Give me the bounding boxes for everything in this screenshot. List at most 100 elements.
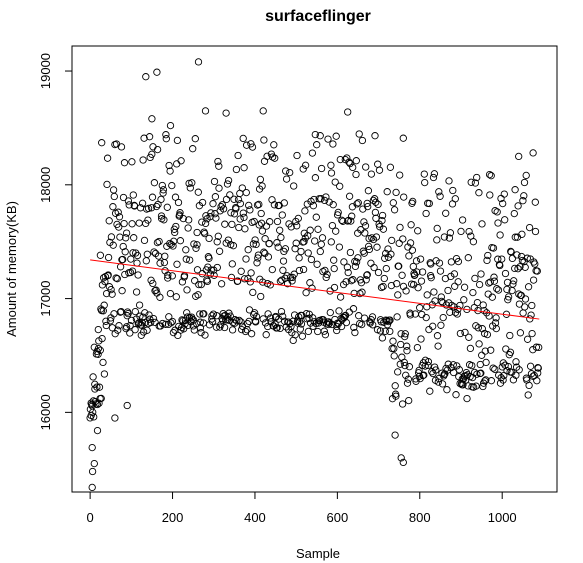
data-point: [463, 394, 471, 403]
data-point: [210, 177, 219, 186]
data-point: [449, 368, 458, 377]
data-point: [185, 179, 193, 188]
data-point: [217, 203, 225, 211]
data-points: [86, 130, 543, 422]
data-point: [361, 229, 369, 237]
data-point: [458, 216, 467, 224]
data-point: [475, 189, 483, 197]
data-point: [249, 288, 257, 297]
data-point: [344, 217, 352, 225]
data-point: [513, 251, 521, 259]
data-point: [149, 314, 158, 323]
data-point: [314, 225, 322, 233]
data-point: [526, 362, 535, 370]
data-point: [157, 195, 165, 204]
data-point: [345, 192, 354, 200]
data-point: [352, 170, 360, 179]
data-point: [162, 131, 170, 139]
data-point: [189, 145, 197, 153]
data-point: [112, 274, 120, 282]
data-point: [116, 233, 124, 241]
data-point: [324, 320, 333, 329]
data-point: [290, 270, 298, 278]
data-point: [388, 236, 396, 245]
data-point: [499, 359, 507, 367]
data-point: [442, 364, 450, 373]
data-point: [89, 373, 97, 381]
data-point: [140, 236, 149, 245]
data-point: [302, 289, 310, 297]
data-point: [483, 256, 491, 265]
data-point: [300, 238, 308, 246]
data-point: [200, 310, 208, 318]
data-point: [278, 211, 286, 219]
data-point: [190, 326, 198, 334]
data-point: [364, 187, 373, 195]
data-point: [395, 239, 403, 247]
data-point: [362, 163, 370, 171]
data-point: [258, 227, 267, 235]
data-point: [333, 326, 341, 335]
data-point: [235, 316, 243, 325]
data-point: [167, 319, 175, 327]
data-point: [107, 285, 115, 294]
data-point: [492, 314, 500, 322]
trend-line: [90, 259, 540, 320]
data-point: [464, 254, 472, 262]
y-tick-label: 16000: [38, 394, 53, 430]
data-point: [374, 200, 382, 209]
data-point: [251, 236, 259, 244]
data-point: [439, 313, 447, 322]
x-tick-label: 600: [327, 510, 349, 525]
data-point: [286, 168, 294, 177]
data-point: [322, 193, 330, 201]
data-point: [351, 262, 360, 271]
data-point: [416, 255, 425, 263]
data-point: [322, 273, 330, 282]
data-point: [450, 270, 459, 278]
data-point: [120, 219, 128, 228]
data-point: [178, 278, 187, 286]
data-point: [327, 238, 335, 246]
data-point: [101, 277, 109, 286]
x-axis-label: Sample: [296, 546, 340, 561]
data-point: [321, 331, 330, 339]
data-point: [444, 286, 452, 295]
data-point: [453, 310, 461, 318]
data-point: [531, 227, 540, 236]
data-point: [503, 285, 511, 294]
data-point: [222, 109, 230, 117]
data-point: [118, 287, 126, 295]
data-point: [252, 312, 261, 321]
data-point: [99, 307, 107, 315]
data-point: [356, 289, 364, 298]
data-point: [434, 342, 442, 350]
data-point: [115, 223, 123, 231]
data-point: [433, 236, 441, 244]
data-point: [89, 408, 97, 416]
data-point: [273, 217, 282, 226]
data-point: [413, 343, 422, 352]
data-point: [418, 310, 426, 319]
data-point: [88, 443, 96, 452]
data-point: [516, 263, 524, 271]
data-point: [209, 310, 218, 318]
data-point: [414, 284, 422, 292]
data-point: [155, 237, 163, 246]
data-point: [237, 325, 246, 334]
data-point: [491, 319, 500, 327]
data-point: [174, 331, 182, 340]
data-point: [403, 379, 412, 387]
data-point: [495, 371, 503, 379]
data-point: [235, 223, 243, 232]
data-point: [501, 216, 509, 224]
data-point: [347, 217, 355, 225]
data-point: [334, 208, 342, 217]
data-point: [413, 268, 421, 276]
data-point: [348, 203, 357, 211]
data-point: [129, 191, 137, 199]
data-point: [364, 202, 372, 211]
data-point: [409, 197, 417, 206]
data-point: [88, 467, 97, 476]
data-point: [346, 248, 355, 257]
